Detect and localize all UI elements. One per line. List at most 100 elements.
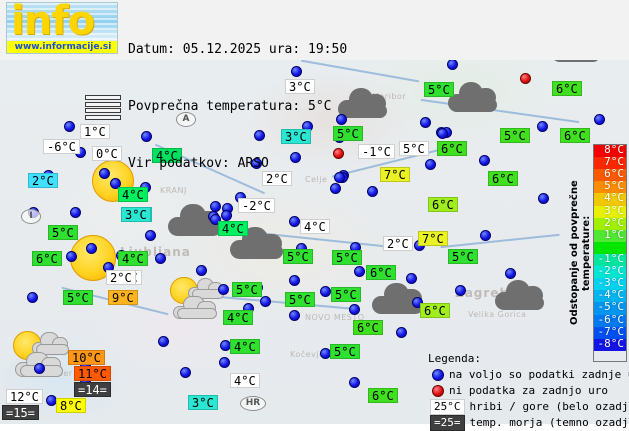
fog-bar bbox=[85, 108, 121, 113]
station-dot[interactable] bbox=[289, 310, 300, 321]
header-date-line: Datum: 05.12.2025 ura: 19:50 bbox=[128, 40, 347, 59]
cloud-icon bbox=[495, 278, 547, 310]
legend-mountain-chip: 25°C bbox=[430, 399, 465, 415]
station-dot[interactable] bbox=[354, 266, 365, 277]
mountain-temperature-label: 4°C bbox=[300, 219, 330, 234]
cloud-puff bbox=[236, 244, 284, 259]
legend-sea-text: temp. morja (temno ozadje) bbox=[470, 416, 629, 430]
temperature-label: 4°C bbox=[218, 221, 248, 236]
temperature-label: 5°C bbox=[448, 249, 478, 264]
cloud-puff bbox=[500, 296, 544, 310]
temperature-label: 7°C bbox=[380, 167, 410, 182]
mountain-temperature-label: 5°C bbox=[399, 141, 429, 156]
station-dot[interactable] bbox=[538, 193, 549, 204]
station-dot[interactable] bbox=[219, 357, 230, 368]
header-source-line: Vir podatkov: ARSO bbox=[128, 154, 347, 173]
station-dot[interactable] bbox=[367, 186, 378, 197]
station-dot[interactable] bbox=[425, 159, 436, 170]
temperature-label: 5°C bbox=[285, 292, 315, 307]
station-dot[interactable] bbox=[349, 304, 360, 315]
temperature-label: 10°C bbox=[68, 350, 105, 365]
station-dot[interactable] bbox=[349, 377, 360, 388]
temperature-label: 5°C bbox=[330, 344, 360, 359]
logo-site-url: www.informacije.si bbox=[7, 41, 118, 53]
mountain-temperature-label: 1°C bbox=[80, 124, 110, 139]
temperature-label: 6°C bbox=[428, 197, 458, 212]
informacije-logo[interactable]: info www.informacije.si bbox=[6, 2, 118, 54]
station-dot[interactable] bbox=[99, 168, 110, 179]
temperature-label: 5°C bbox=[424, 82, 454, 97]
station-dot[interactable] bbox=[218, 284, 229, 295]
station-dot-no-data[interactable] bbox=[520, 73, 531, 84]
cloud-icon bbox=[173, 294, 220, 319]
station-dot[interactable] bbox=[396, 327, 407, 338]
station-dot[interactable] bbox=[196, 265, 207, 276]
blue-dot-icon bbox=[432, 369, 444, 381]
station-dot[interactable] bbox=[594, 114, 605, 125]
legend-available-text: na voljo so podatki zadnje ure bbox=[449, 368, 629, 382]
station-dot[interactable] bbox=[221, 210, 232, 221]
temperature-label: 5°C bbox=[63, 290, 93, 305]
station-dot[interactable] bbox=[34, 363, 45, 374]
station-dot[interactable] bbox=[180, 367, 191, 378]
fog-icon bbox=[85, 95, 121, 121]
sun-cloud-icon bbox=[168, 276, 228, 320]
scale-swatch-label: -8°C bbox=[598, 337, 625, 351]
station-dot[interactable] bbox=[158, 336, 169, 347]
header-bar: info www.informacije.si Datum: 05.12.202… bbox=[0, 0, 629, 60]
city-label: Velika Gorica bbox=[468, 310, 527, 319]
station-dot[interactable] bbox=[505, 268, 516, 279]
station-dot[interactable] bbox=[27, 292, 38, 303]
mountain-temperature-label: -1°C bbox=[358, 144, 395, 159]
legend-row-mountain: 25°C hribi / gore (belo ozadje) bbox=[428, 399, 629, 414]
red-dot-icon bbox=[432, 385, 444, 397]
temperature-label: 6°C bbox=[560, 128, 590, 143]
country-badge-hr: HR bbox=[240, 396, 266, 411]
station-dot[interactable] bbox=[70, 207, 81, 218]
cloud-icon bbox=[448, 80, 500, 112]
station-dot[interactable] bbox=[320, 286, 331, 297]
temperature-label: 6°C bbox=[368, 388, 398, 403]
legend-row-missing: ni podatka za zadnjo uro bbox=[428, 383, 629, 398]
legend-mountain-text: hribi / gore (belo ozadje) bbox=[470, 400, 629, 414]
station-dot[interactable] bbox=[447, 59, 458, 70]
station-dot[interactable] bbox=[455, 285, 466, 296]
station-dot[interactable] bbox=[480, 230, 491, 241]
station-dot[interactable] bbox=[289, 275, 300, 286]
legend-row-available: na voljo so podatki zadnje ure bbox=[428, 367, 629, 382]
station-dot[interactable] bbox=[260, 296, 271, 307]
temperature-label: 6°C bbox=[353, 320, 383, 335]
station-dot[interactable] bbox=[479, 155, 490, 166]
cloud-puff bbox=[177, 308, 217, 319]
temperature-label: 5°C bbox=[331, 287, 361, 302]
temperature-label: 5°C bbox=[48, 225, 78, 240]
temperature-label: 5°C bbox=[500, 128, 530, 143]
temperature-label: 6°C bbox=[32, 251, 62, 266]
station-dot[interactable] bbox=[145, 230, 156, 241]
station-dot[interactable] bbox=[420, 117, 431, 128]
station-dot[interactable] bbox=[66, 251, 77, 262]
station-dot[interactable] bbox=[86, 243, 97, 254]
temperature-label: 3°C bbox=[188, 395, 218, 410]
station-dot[interactable] bbox=[537, 121, 548, 132]
station-dot[interactable] bbox=[437, 128, 448, 139]
legend: Legenda: na voljo so podatki zadnje ure … bbox=[428, 352, 629, 430]
temperature-deviation-scale: Odstopanje od povprečne temperature: 8°C… bbox=[568, 144, 627, 362]
station-dot[interactable] bbox=[289, 216, 300, 227]
temperature-label: 7°C bbox=[418, 231, 448, 246]
cloud-puff bbox=[453, 98, 497, 112]
header-text-block: Datum: 05.12.2025 ura: 19:50 Povprečna t… bbox=[128, 2, 347, 211]
legend-title: Legenda: bbox=[428, 352, 629, 366]
scale-swatch-label: 1°C bbox=[604, 228, 624, 242]
station-dot[interactable] bbox=[155, 253, 166, 264]
temperature-label: 6°C bbox=[437, 141, 467, 156]
scale-swatch: -8°C bbox=[594, 339, 626, 351]
temperature-label: 5°C bbox=[232, 282, 262, 297]
sea-temperature-label: =15= bbox=[2, 405, 39, 420]
station-dot[interactable] bbox=[64, 121, 75, 132]
legend-row-sea: =25= temp. morja (temno ozadje) bbox=[428, 415, 629, 430]
fog-bar bbox=[85, 95, 121, 100]
station-dot[interactable] bbox=[406, 273, 417, 284]
